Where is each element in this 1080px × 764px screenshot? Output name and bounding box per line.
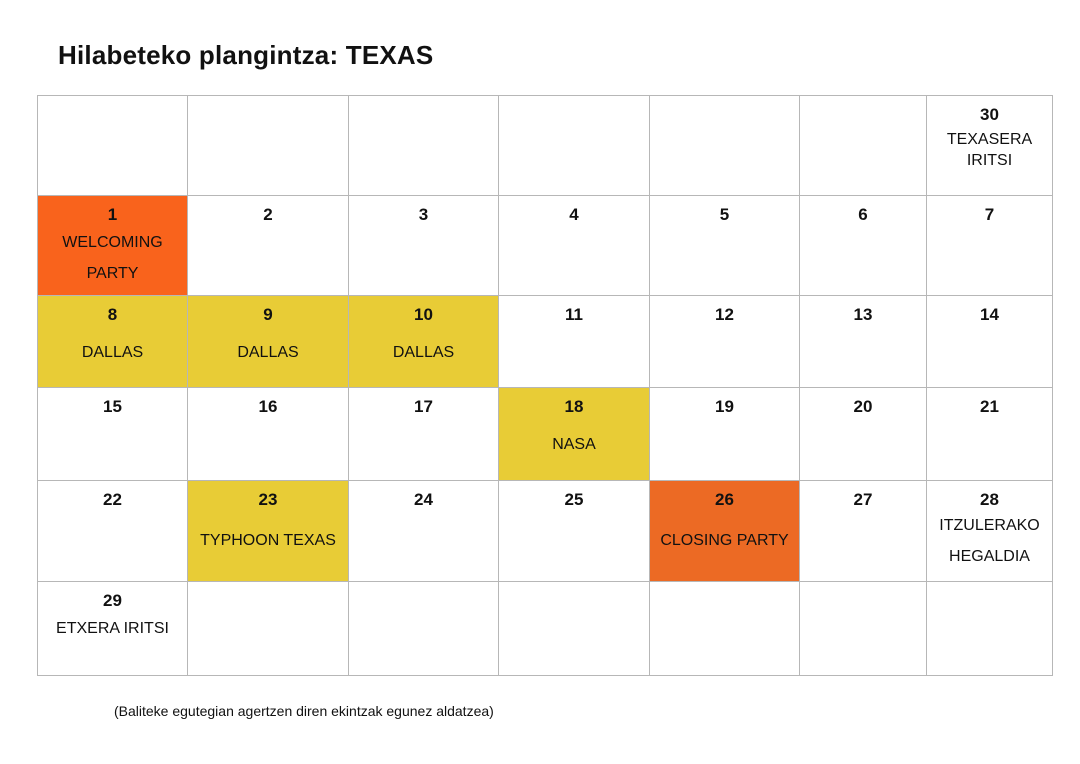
event-label: ITZULERAKO HEGALDIA [939, 517, 1040, 565]
calendar-cell-day-24: 24 [348, 480, 499, 582]
footnote: (Baliteke egutegian agertzen diren ekint… [114, 703, 494, 719]
event-label: DALLAS [81, 344, 144, 361]
event-label: TEXASERA IRITSI [946, 131, 1033, 169]
calendar-cell-day-11: 11 [498, 295, 650, 388]
calendar-cell-day-30: 30 TEXASERA IRITSI [926, 95, 1053, 196]
event-label: ETXERA IRITSI [56, 620, 169, 637]
day-number: 7 [984, 205, 995, 224]
calendar-cell [649, 95, 800, 196]
day-number: 1 [107, 205, 118, 224]
calendar-cell [799, 581, 927, 676]
event-label: NASA [552, 436, 596, 453]
day-number: 20 [853, 397, 873, 416]
calendar-cell-day-1: 1 WELCOMING PARTY [37, 195, 188, 296]
calendar-grid: 30 TEXASERA IRITSI 1 WELCOMING PARTY 2 3… [37, 95, 1053, 676]
calendar-cell-day-27: 27 [799, 480, 927, 582]
calendar-cell-day-6: 6 [799, 195, 927, 296]
day-number: 8 [107, 305, 118, 324]
event-label: TYPHOON TEXAS [200, 532, 336, 549]
day-number: 11 [565, 305, 583, 324]
calendar-cell-day-23: 23 TYPHOON TEXAS [187, 480, 349, 582]
day-number: 14 [980, 305, 999, 324]
calendar-cell-day-19: 19 [649, 387, 800, 481]
calendar-cell-day-28: 28 ITZULERAKO HEGALDIA [926, 480, 1053, 582]
calendar-cell [498, 581, 650, 676]
calendar-cell-day-21: 21 [926, 387, 1053, 481]
event-label: CLOSING PARTY [660, 532, 789, 549]
day-number: 4 [569, 205, 579, 224]
day-number: 9 [263, 305, 273, 324]
day-number: 3 [418, 205, 429, 224]
calendar-cell [348, 95, 499, 196]
day-number: 6 [858, 205, 868, 224]
calendar-cell-day-9: 9 DALLAS [187, 295, 349, 388]
calendar-cell-day-29: 29 ETXERA IRITSI [37, 581, 188, 676]
calendar-cell-day-12: 12 [649, 295, 800, 388]
calendar-cell [926, 581, 1053, 676]
calendar-cell-day-20: 20 [799, 387, 927, 481]
page-title: Hilabeteko plangintza: TEXAS [58, 40, 434, 70]
event-label: DALLAS [237, 344, 299, 361]
calendar-cell-day-3: 3 [348, 195, 499, 296]
calendar-cell-day-14: 14 [926, 295, 1053, 388]
day-number: 21 [980, 397, 999, 416]
calendar-cell [187, 95, 349, 196]
calendar-cell [348, 581, 499, 676]
day-number: 16 [258, 397, 278, 416]
calendar-cell [649, 581, 800, 676]
calendar-cell-day-10: 10 DALLAS [348, 295, 499, 388]
calendar-cell [498, 95, 650, 196]
day-number: 28 [980, 490, 999, 509]
calendar-cell-day-4: 4 [498, 195, 650, 296]
event-label: DALLAS [392, 344, 455, 361]
day-number: 24 [414, 490, 433, 509]
calendar-cell-day-2: 2 [187, 195, 349, 296]
day-number: 27 [853, 490, 873, 509]
calendar-cell-day-13: 13 [799, 295, 927, 388]
day-number: 25 [564, 490, 584, 509]
calendar-cell [799, 95, 927, 196]
day-number: 13 [853, 305, 873, 324]
calendar-cell-day-17: 17 [348, 387, 499, 481]
calendar-cell [187, 581, 349, 676]
calendar-cell-day-15: 15 [37, 387, 188, 481]
day-number: 15 [103, 397, 122, 416]
day-number: 12 [715, 305, 734, 324]
day-number: 18 [564, 397, 584, 416]
calendar-cell-day-5: 5 [649, 195, 800, 296]
day-number: 17 [414, 397, 433, 416]
day-number: 29 [103, 591, 122, 610]
calendar-cell-day-18: 18 NASA [498, 387, 650, 481]
day-number: 30 [980, 105, 999, 124]
calendar-cell-day-25: 25 [498, 480, 650, 582]
calendar-cell [37, 95, 188, 196]
day-number: 19 [715, 397, 734, 416]
event-label: WELCOMING PARTY [62, 234, 163, 282]
calendar-cell-day-8: 8 DALLAS [37, 295, 188, 388]
day-number: 26 [715, 490, 734, 509]
calendar-cell-day-26: 26 CLOSING PARTY [649, 480, 800, 582]
day-number: 5 [719, 205, 730, 224]
day-number: 10 [414, 305, 433, 324]
day-number: 23 [258, 490, 278, 509]
day-number: 2 [263, 205, 273, 224]
calendar-cell-day-16: 16 [187, 387, 349, 481]
calendar-cell-day-7: 7 [926, 195, 1053, 296]
day-number: 22 [103, 490, 122, 509]
calendar-cell-day-22: 22 [37, 480, 188, 582]
